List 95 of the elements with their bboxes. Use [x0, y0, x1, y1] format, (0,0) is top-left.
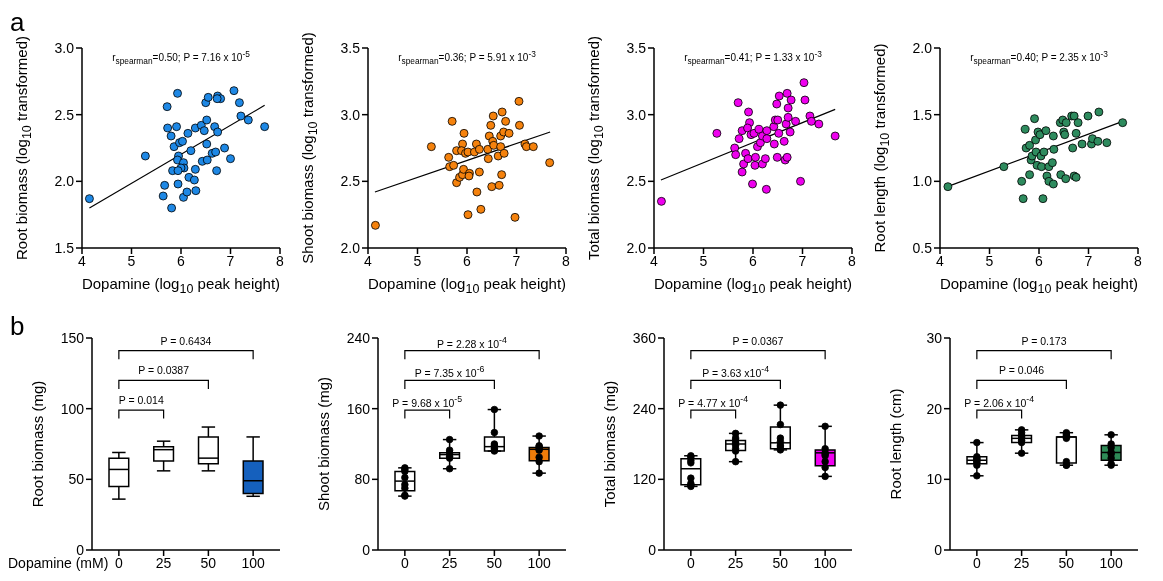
- x-tick-label: 100: [813, 554, 838, 571]
- x-tick-label: 100: [1099, 554, 1124, 571]
- annotation: P = 4.77 x 10$^{-4}$: [678, 394, 749, 410]
- y-tick-label: 20: [926, 400, 943, 417]
- annotation: P = 0.014: [118, 394, 164, 407]
- y-tick-label: 0.5: [912, 239, 933, 256]
- x-tick-label: 0: [114, 554, 123, 571]
- y-tick-label: 2.5: [340, 173, 361, 190]
- x-tick-label: 5: [699, 252, 708, 269]
- x-tick-label: 8: [276, 252, 285, 269]
- x-tick-label: 6: [463, 252, 472, 269]
- annotation: P = 2.28 x 10$^{-4}$: [437, 334, 507, 350]
- y-tick-label: 50: [68, 471, 85, 488]
- y-tick-label: 3.0: [54, 39, 75, 56]
- x-tick-label: 7: [798, 252, 807, 269]
- x-tick-label: 4: [78, 252, 87, 269]
- x-tick-label: 8: [848, 252, 857, 269]
- y-tick-label: 2.0: [54, 173, 75, 190]
- y-tick-label: 0: [648, 541, 657, 558]
- x-tick-label: 25: [441, 554, 458, 571]
- annotation: r$_{spearman}$=0.36; P = 5.91 x 10$^{-3}$: [398, 49, 536, 67]
- x-tick-label: 5: [127, 252, 136, 269]
- chart-title: b: [10, 311, 25, 341]
- y-tick-label: 30: [926, 329, 943, 346]
- y-tick-label: 240: [346, 329, 371, 346]
- x-tick-label: 4: [650, 252, 659, 269]
- y-tick-label: 1.0: [912, 173, 933, 190]
- annotation: r$_{spearman}$=0.40; P = 2.35 x 10$^{-3}$: [970, 49, 1108, 67]
- x-tick-label: 6: [177, 252, 186, 269]
- x-axis-title: Dopamine (log$_{10}$ peak height): [653, 275, 853, 297]
- x-tick-label: 0: [972, 554, 981, 571]
- x-tick-label: 8: [1134, 252, 1143, 269]
- x-tick-label: 5: [413, 252, 422, 269]
- x-axis-title: Dopamine (mM): [8, 555, 109, 572]
- y-tick-label: 10: [926, 471, 943, 488]
- annotation: P = 0.0387: [138, 364, 190, 377]
- y-axis-title: Root length (cm): [886, 388, 905, 500]
- y-tick-label: 360: [632, 329, 657, 346]
- y-tick-label: 240: [632, 400, 657, 417]
- y-axis-title: Total biomass (mg): [600, 380, 619, 508]
- annotation: r$_{spearman}$=0.50; P = 7.16 x 10$^{-5}$: [112, 49, 250, 67]
- x-tick-label: 0: [400, 554, 409, 571]
- y-tick-label: 0: [934, 541, 943, 558]
- x-tick-label: 25: [1013, 554, 1030, 571]
- annotation: P = 7.35 x 10$^{-6}$: [414, 364, 485, 380]
- y-tick-label: 3.0: [626, 106, 647, 123]
- annotation: P = 0.6434: [160, 334, 212, 348]
- y-tick-label: 3.0: [340, 106, 361, 123]
- x-tick-label: 0: [686, 554, 695, 571]
- x-axis-title: Dopamine (log$_{10}$ peak height): [81, 275, 281, 297]
- x-tick-label: 100: [241, 554, 266, 571]
- y-tick-label: 120: [632, 471, 657, 488]
- x-tick-label: 50: [200, 554, 217, 571]
- x-tick-label: 8: [562, 252, 571, 269]
- y-tick-label: 0: [76, 541, 85, 558]
- annotation: r$_{spearman}$=0.41; P = 1.33 x 10$^{-3}$: [684, 49, 822, 67]
- y-tick-label: 80: [354, 471, 371, 488]
- x-tick-label: 4: [936, 252, 945, 269]
- x-tick-label: 25: [727, 554, 744, 571]
- y-axis-title: Root biomass (mg): [28, 380, 47, 508]
- annotation: P = 2.06 x 10$^{-4}$: [964, 394, 1035, 410]
- annotation: P = 0.046: [999, 364, 1045, 377]
- x-tick-label: 5: [985, 252, 994, 269]
- x-axis-title: Dopamine (log$_{10}$ peak height): [367, 275, 567, 297]
- x-axis-title: Dopamine (log$_{10}$ peak height): [939, 275, 1139, 297]
- x-tick-label: 50: [1058, 554, 1075, 571]
- y-tick-label: 2.5: [626, 173, 647, 190]
- y-tick-label: 160: [346, 400, 371, 417]
- annotation: P = 0.173: [1021, 334, 1067, 348]
- x-tick-label: 7: [1084, 252, 1093, 269]
- x-tick-label: 7: [226, 252, 235, 269]
- y-tick-label: 3.5: [340, 39, 361, 56]
- x-tick-label: 4: [364, 252, 373, 269]
- y-tick-label: 1.5: [912, 106, 933, 123]
- chart-title: a: [10, 7, 25, 37]
- y-tick-label: 150: [60, 329, 85, 346]
- y-axis-title: Shoot biomass (mg): [314, 376, 333, 512]
- x-tick-label: 100: [527, 554, 552, 571]
- y-tick-label: 0: [362, 541, 371, 558]
- y-tick-label: 1.5: [54, 239, 75, 256]
- x-tick-label: 50: [772, 554, 789, 571]
- x-tick-label: 6: [749, 252, 758, 269]
- x-tick-label: 50: [486, 554, 503, 571]
- annotation: P = 3.63 x10$^{-4}$: [702, 364, 770, 380]
- annotation: P = 0.0367: [732, 334, 784, 348]
- y-tick-label: 2.0: [340, 239, 361, 256]
- annotation: P = 9.68 x 10$^{-5}$: [392, 394, 463, 410]
- y-tick-label: 100: [60, 400, 85, 417]
- y-tick-label: 2.5: [54, 106, 75, 123]
- y-tick-label: 3.5: [626, 39, 647, 56]
- x-tick-label: 25: [155, 554, 172, 571]
- x-tick-label: 6: [1035, 252, 1044, 269]
- x-tick-label: 7: [512, 252, 521, 269]
- y-tick-label: 2.0: [912, 39, 933, 56]
- y-tick-label: 2.0: [626, 239, 647, 256]
